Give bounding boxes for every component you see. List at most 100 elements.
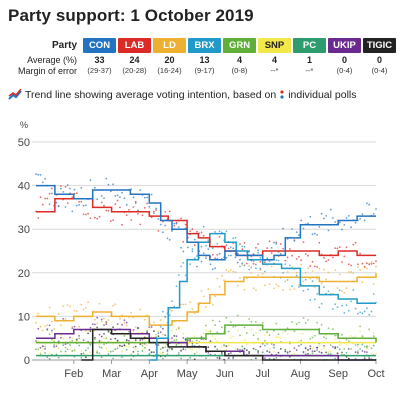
poll-dot (218, 357, 221, 360)
poll-dot (311, 352, 314, 355)
poll-dot (225, 316, 228, 319)
poll-dot (89, 217, 92, 219)
x-tick-label: Aug (291, 368, 311, 380)
poll-dot (289, 264, 291, 267)
poll-dot (39, 351, 42, 354)
poll-dot (300, 219, 303, 222)
poll-dot (60, 185, 62, 187)
poll-dot (282, 272, 284, 274)
moe-lab: (20-28) (122, 66, 147, 75)
average-row: Average (%) 33 24 20 13 4 4 1 0 0 (8, 54, 398, 65)
poll-dot (134, 339, 137, 342)
poll-dot (248, 250, 251, 253)
poll-dot (82, 339, 85, 341)
poll-dot (180, 265, 183, 268)
poll-dot (236, 314, 239, 317)
poll-dot (137, 213, 139, 215)
poll-dot (343, 348, 346, 350)
poll-dot (191, 308, 194, 310)
poll-dot (159, 319, 162, 321)
poll-dot (366, 202, 368, 205)
poll-dot (372, 344, 375, 347)
poll-dot (216, 340, 219, 342)
poll-dot (234, 256, 237, 259)
poll-dot (345, 287, 348, 290)
poll-dot (143, 318, 146, 321)
poll-dot (347, 215, 350, 217)
poll-dot (44, 348, 46, 350)
average-pc: 1 (306, 54, 312, 65)
poll-dot (155, 207, 158, 210)
poll-dot (82, 352, 85, 355)
trend-line-ld (36, 272, 377, 326)
poll-dot (98, 352, 101, 355)
poll-dot (71, 350, 74, 352)
poll-dot (153, 351, 155, 354)
poll-dot (275, 259, 278, 261)
poll-dot (39, 325, 42, 328)
poll-dot (200, 290, 203, 292)
poll-dot (359, 330, 361, 333)
poll-dot (119, 317, 121, 320)
poll-dot (248, 351, 251, 353)
poll-dot (320, 351, 323, 354)
average-ukip: 0 (341, 54, 347, 65)
poll-dot (361, 312, 364, 315)
poll-dot (334, 334, 337, 337)
poll-dot (368, 328, 371, 331)
poll-dot (291, 321, 293, 323)
poll-dot (37, 217, 40, 219)
poll-dot (148, 352, 151, 355)
poll-dot (211, 268, 214, 271)
poll-dot (223, 344, 226, 347)
y-tick-label: 40 (18, 181, 30, 193)
poll-dot (177, 327, 180, 330)
poll-dot (175, 222, 178, 225)
poll-dot (245, 332, 248, 334)
poll-dot (334, 221, 337, 223)
poll-dot (357, 266, 359, 268)
poll-dot (114, 348, 117, 350)
poll-dot (187, 358, 189, 361)
poll-dot (130, 311, 133, 314)
poll-dot (123, 344, 126, 347)
poll-dot (75, 310, 78, 313)
poll-dot (41, 203, 44, 206)
poll-dot (189, 356, 192, 359)
poll-dot (180, 246, 183, 249)
poll-dot (318, 267, 321, 270)
poll-dot (98, 215, 101, 218)
poll-dot (318, 306, 321, 309)
poll-dot (316, 277, 318, 280)
poll-dot (257, 337, 259, 340)
y-tick-label: 10 (18, 311, 30, 323)
poll-dot (300, 259, 303, 262)
poll-dot (372, 212, 375, 215)
poll-dot (211, 247, 214, 250)
poll-dot (300, 263, 303, 266)
poll-dot (264, 339, 266, 342)
poll-dot (157, 332, 160, 335)
poll-dot (80, 187, 83, 189)
poll-dot (121, 356, 123, 358)
poll-dot (155, 209, 158, 211)
poll-dot (100, 201, 103, 204)
poll-dot (221, 353, 223, 356)
poll-dot (150, 193, 153, 196)
poll-dot (309, 215, 312, 218)
poll-dot (121, 345, 123, 348)
poll-dot (311, 336, 314, 339)
poll-dot (157, 330, 160, 333)
poll-dot (164, 334, 167, 336)
poll-dot (316, 346, 318, 349)
poll-dot (162, 231, 164, 234)
party-badge-snp: SNP (258, 38, 291, 53)
poll-dot (171, 230, 173, 232)
poll-dot (202, 332, 205, 335)
poll-dot (216, 331, 219, 334)
poll-dots-icon (280, 90, 284, 99)
poll-dot (372, 331, 375, 334)
poll-dot (39, 346, 42, 349)
poll-dot (127, 208, 130, 211)
poll-dot (245, 262, 248, 265)
